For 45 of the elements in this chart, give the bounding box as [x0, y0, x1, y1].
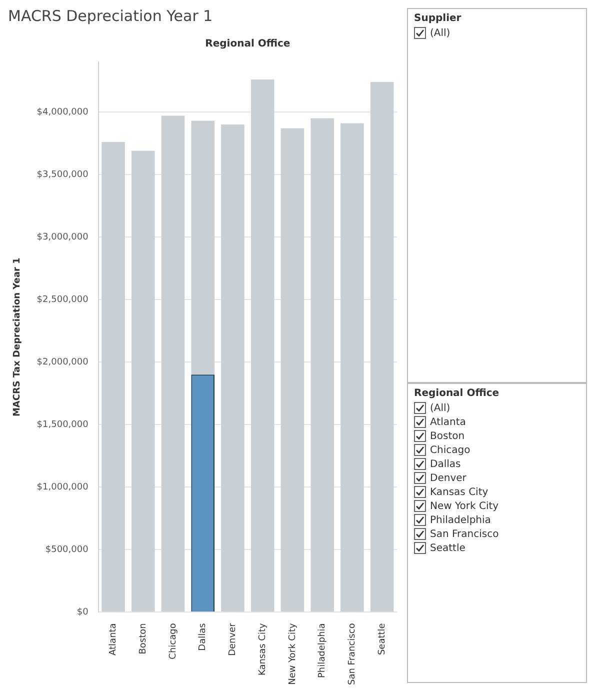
text: Philadelphia [430, 514, 491, 526]
y-tick-label: $2,000,000 [36, 357, 89, 368]
x-tick-label: New York City [288, 622, 298, 685]
text: Supplier [414, 13, 462, 24]
y-tick-label: $0 [76, 608, 89, 618]
text: New York City [430, 500, 499, 512]
text: San Francisco [430, 528, 499, 540]
bar [221, 124, 244, 612]
text: Dallas [430, 458, 461, 470]
text: (All) [430, 402, 450, 414]
chart-title: MACRS Depreciation Year 1 [8, 6, 213, 25]
bar [280, 128, 304, 612]
y-tick-label: $1,000,000 [36, 482, 89, 492]
text: Atlanta [430, 416, 466, 428]
y-tick-label: $1,500,000 [36, 420, 89, 430]
text: Kansas City [430, 486, 488, 498]
bar [340, 123, 364, 612]
text: (All) [430, 28, 450, 38]
bar [131, 150, 155, 612]
x-tick-label: Atlanta [108, 623, 119, 656]
text: Seattle [430, 542, 466, 554]
x-tick-label: Dallas [198, 622, 208, 651]
bar [370, 82, 394, 612]
y-tick-label: $4,000,000 [36, 107, 89, 118]
y-tick-label: $3,500,000 [36, 170, 89, 180]
bar [102, 142, 125, 612]
text: Chicago [430, 444, 470, 456]
y-tick-label: $2,500,000 [36, 294, 89, 305]
x-tick-label: San Francisco [348, 622, 358, 685]
x-tick-label: Chicago [168, 622, 178, 660]
x-axis-title: Regional Office [205, 38, 290, 50]
text: Denver [430, 472, 466, 484]
x-tick-label: Kansas City [258, 622, 268, 676]
bar [310, 118, 334, 612]
text: Regional Office [414, 388, 500, 399]
bar [250, 80, 274, 612]
x-tick-label: Boston [138, 623, 148, 654]
text: Boston [430, 430, 465, 442]
bar [161, 116, 185, 612]
x-tick-label: Denver [228, 622, 238, 656]
y-tick-label: $500,000 [45, 544, 89, 555]
y-tick-label: $3,000,000 [36, 232, 89, 242]
x-tick-label: Philadelphia [318, 623, 328, 678]
y-axis-title: MACRS Tax Depreciation Year 1 [12, 258, 23, 417]
x-tick-label: Seattle [377, 622, 388, 656]
